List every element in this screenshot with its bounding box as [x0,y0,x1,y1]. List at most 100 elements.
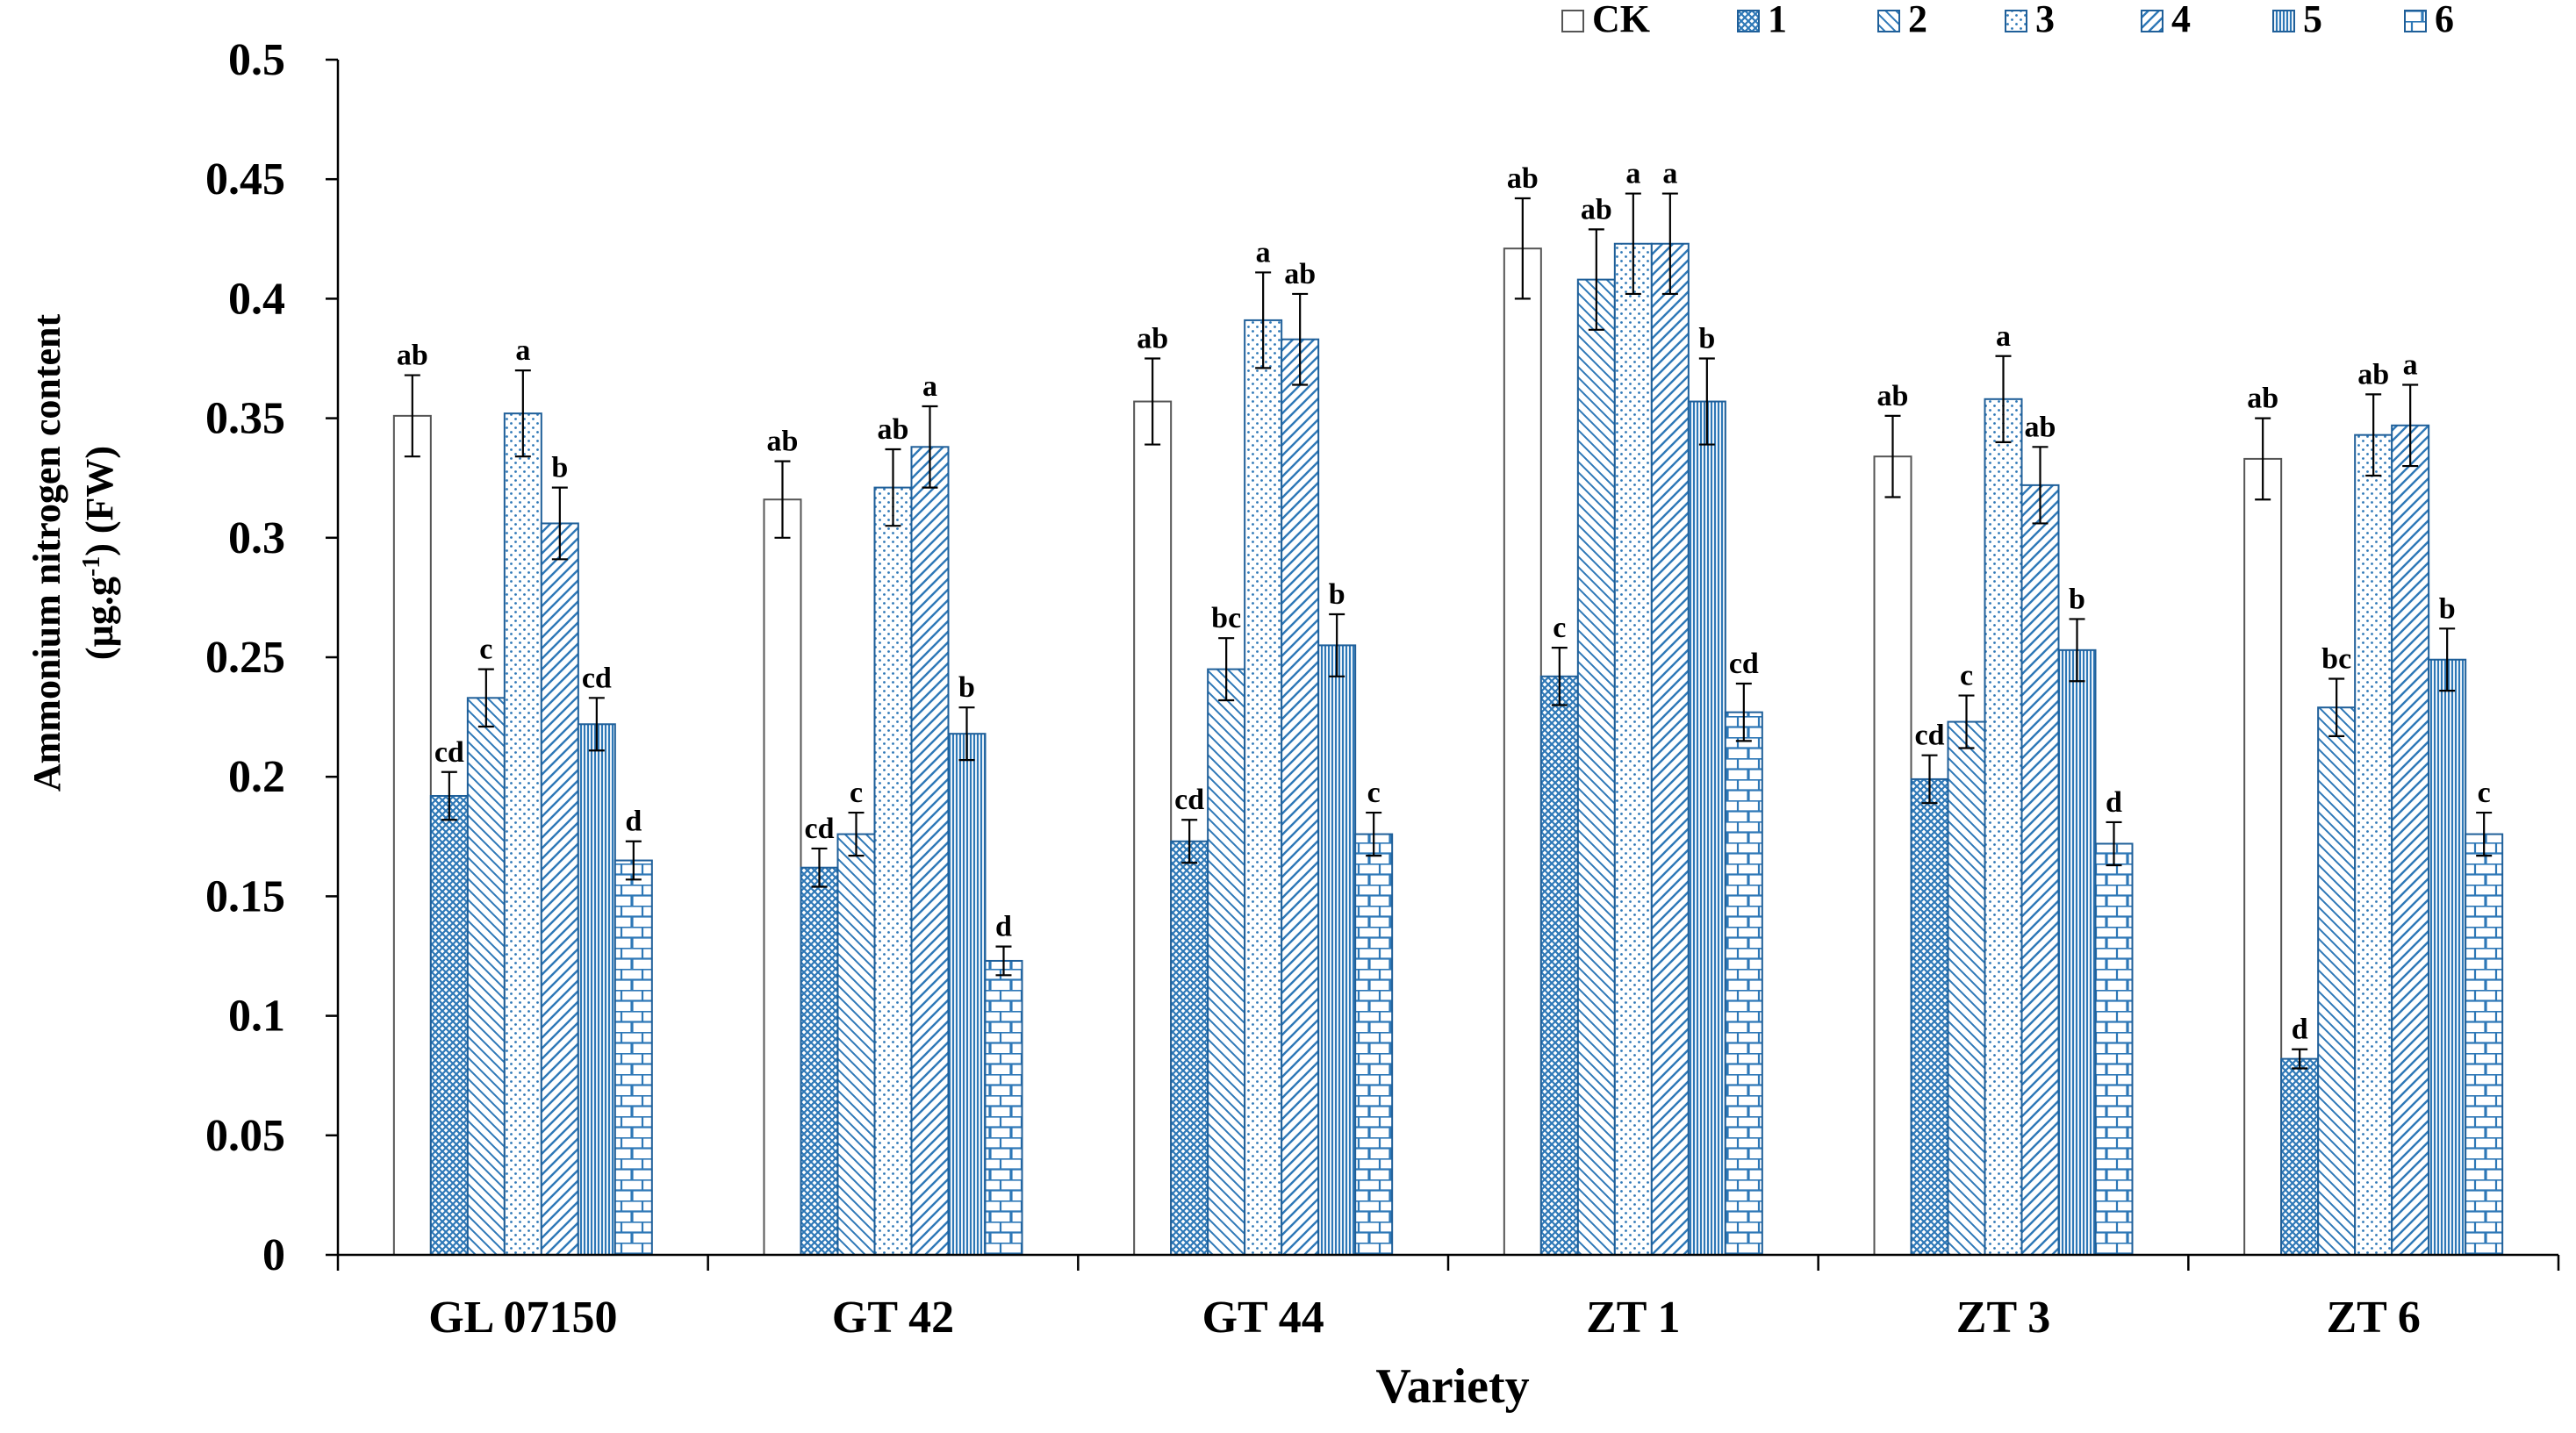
y-tick-label: 0.05 [205,1111,285,1161]
bar-2-GL-07150 [466,697,506,1256]
bar-CK-GT-44 [1133,400,1173,1257]
significance-letter: ab [1877,380,1909,412]
significance-letter: bc [2321,643,2351,676]
bar-5-GT-44 [1317,644,1357,1256]
y-tick-label: 0.35 [205,394,285,444]
bar-1-GT-44 [1170,840,1209,1256]
significance-letter: ab [767,426,799,458]
significance-letter: ab [397,340,428,372]
significance-letter: c [850,777,863,809]
legend-label-2: 2 [1908,0,1927,40]
bar-6-ZT-3 [2094,842,2134,1256]
y-axis-title-line1: Ammonium nitrogen content [25,314,68,792]
significance-letter: cd [1174,784,1204,816]
legend-label-1: 1 [1768,0,1787,40]
bar-CK-GL-07150 [392,414,432,1257]
significance-letter: a [1996,320,2011,353]
y-tick-label: 0.15 [205,871,285,921]
significance-letter: b [551,452,568,484]
significance-letter: cd [582,662,612,694]
bar-6-GL-07150 [614,859,653,1256]
legend-label-CK: CK [1592,0,1650,40]
y-tick-label: 0.4 [228,274,285,324]
bar-4-ZT-3 [2020,484,2060,1256]
significance-letter: a [2403,348,2418,381]
bar-3-GT-42 [873,486,913,1256]
bar-6-GT-44 [1354,833,1394,1256]
bar-5-ZT-1 [1687,400,1726,1257]
significance-letter: d [995,911,1012,943]
bar-CK-ZT-1 [1503,247,1542,1256]
significance-letter: ab [1284,258,1316,290]
bar-3-ZT-1 [1613,242,1653,1256]
bar-2-GT-42 [836,833,876,1256]
y-tick-label: 0.3 [228,513,285,563]
y-axis-title-line2: (µg.g-1) (FW) [78,446,122,660]
significance-letter: cd [1915,720,1945,752]
x-tick-label: ZT 3 [1956,1293,2050,1343]
bar-4-ZT-6 [2391,424,2430,1257]
y-tick-label: 0.2 [228,752,285,802]
bar-1-ZT-3 [1910,777,1949,1256]
bar-2-GT-44 [1207,668,1246,1256]
bar-1-ZT-1 [1539,675,1579,1256]
bar-2-ZT-6 [2317,706,2357,1256]
significance-letter: cd [805,813,835,845]
bar-2-ZT-1 [1576,278,1616,1256]
significance-letter: b [958,671,975,704]
significance-letter: ab [1137,323,1168,355]
y-tick-label: 0.5 [228,35,285,85]
x-axis-title: Variety [1375,1359,1529,1414]
bar-6-GT-42 [984,959,1023,1256]
bar-5-GL-07150 [577,723,616,1256]
bar-5-ZT-6 [2428,658,2467,1256]
significance-letter: c [1553,612,1566,644]
significance-letter: b [2069,583,2085,615]
bar-5-ZT-3 [2057,648,2097,1256]
bar-3-ZT-6 [2354,433,2393,1256]
legend-swatch-2 [1877,10,1900,32]
x-tick-label: ZT 1 [1586,1293,1680,1343]
significance-letter: b [2439,592,2456,625]
y-tick-label: 0 [262,1230,285,1280]
significance-letter: c [479,634,492,666]
legend-label-3: 3 [2035,0,2055,40]
significance-letter: cd [434,736,464,769]
significance-letter: a [1625,158,1640,190]
significance-letter: a [922,370,937,403]
y-tick-label: 0.25 [205,633,285,683]
significance-letter: c [2478,777,2491,809]
significance-letter: d [2106,786,2122,819]
significance-letter: a [515,334,530,367]
legend-swatch-5 [2272,10,2295,32]
legend-swatch-1 [1737,10,1760,32]
significance-letter: ab [2025,411,2056,443]
significance-letter: d [625,806,642,838]
significance-letter: a [1662,158,1677,190]
significance-letter: bc [1211,602,1241,634]
significance-letter: ab [2357,358,2389,390]
bar-5-GT-42 [947,733,987,1256]
bar-CK-GT-42 [763,498,802,1256]
x-tick-label: GT 42 [832,1293,954,1343]
legend-label-4: 4 [2171,0,2191,40]
bar-1-GL-07150 [429,794,469,1256]
significance-letter: c [1960,660,1973,692]
bar-6-ZT-1 [1724,711,1763,1256]
x-tick-label: ZT 6 [2326,1293,2420,1343]
significance-letter: d [2292,1014,2308,1046]
legend-swatch-4 [2141,10,2163,32]
x-tick-label: GT 44 [1202,1293,1324,1343]
legend-swatch-CK [1561,10,1584,32]
bar-4-GL-07150 [540,522,579,1256]
significance-letter: b [1698,323,1715,355]
legend-swatch-3 [2005,10,2027,32]
bar-3-GT-44 [1244,319,1283,1256]
bar-4-GT-44 [1281,338,1320,1256]
bar-1-ZT-6 [2280,1057,2320,1256]
legend: CK 1 2 3 4 5 6 [1561,0,2454,40]
significance-letter: cd [1729,648,1759,680]
